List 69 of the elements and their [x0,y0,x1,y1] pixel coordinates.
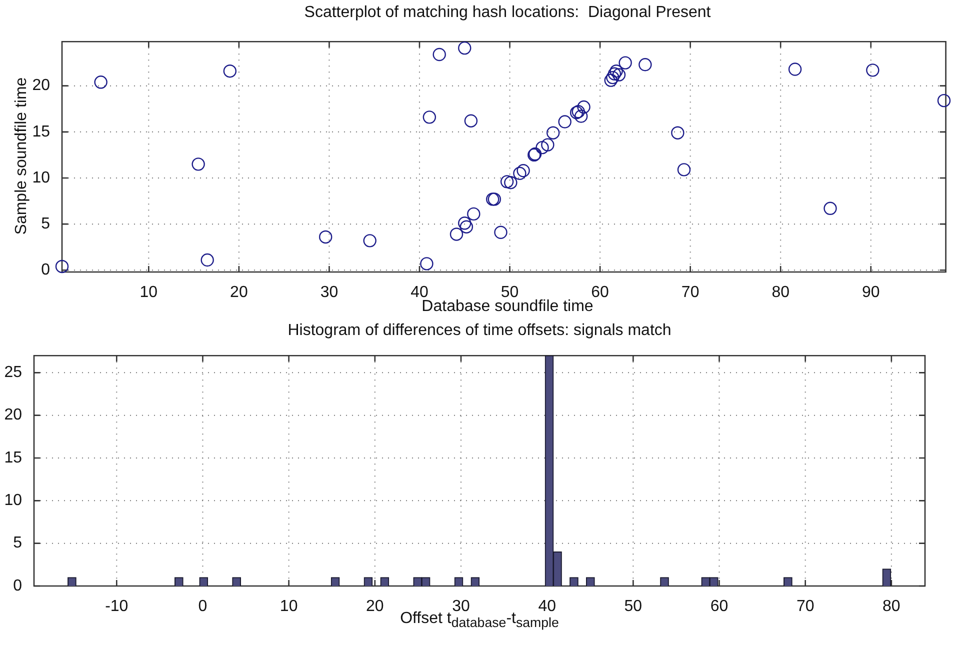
point [458,41,472,55]
chart-title: Scatterplot of matching hash locations: Diagonal Present [304,4,711,22]
x-tick-label: 0 [198,598,208,616]
point [604,74,618,87]
point [618,56,632,70]
x-tick-label: 20 [230,284,248,302]
y-tick-label: 15 [32,123,50,140]
y-tick-label: 25 [4,364,22,382]
x-tick-label: 60 [710,598,728,616]
point [610,64,623,78]
x-tick-label: 20 [366,598,384,616]
point [546,126,560,140]
point [494,226,508,239]
point [467,207,480,221]
point [937,94,951,108]
point [608,67,622,80]
point [450,228,464,241]
point [363,234,376,248]
point [788,62,802,76]
y-tick-label: 10 [4,492,22,510]
point [577,100,590,114]
point [677,163,691,176]
point [422,110,436,124]
point [94,76,108,89]
y-axis-title: Sample soundfile time [13,77,31,235]
point [671,126,684,140]
point [612,68,626,82]
point [458,216,472,230]
point [513,166,526,180]
point [319,230,332,244]
point [606,70,620,84]
x-tick-label: -10 [105,598,128,616]
chart-title: Histogram of differences of time offsets: signals match [288,322,672,340]
x-tick-label: 70 [796,598,814,616]
y-tick-label: 0 [13,577,22,594]
point [574,110,588,123]
y-tick-label: 0 [41,262,50,279]
point [541,138,554,152]
point [638,58,652,72]
point [504,176,518,190]
x-tick-label: 80 [882,598,900,616]
point [536,140,549,154]
point [464,114,478,128]
point [866,64,880,77]
point [223,64,237,78]
y-tick-label: 15 [4,449,22,466]
x-tick-label: 10 [280,598,298,616]
point [432,48,446,62]
point [55,260,69,274]
point [192,158,205,171]
x-tick-label: 60 [591,284,610,302]
y-tick-label: 20 [4,406,22,424]
x-tick-label: 10 [140,284,158,302]
point [558,115,572,128]
y-tick-label: 10 [32,169,50,186]
point [420,257,434,270]
point [516,164,530,178]
x-tick-label: 30 [320,284,338,302]
x-tick-label: 50 [624,598,642,616]
y-tick-label: 20 [32,77,50,94]
x-tick-label: 80 [772,284,790,302]
y-tick-label: 5 [13,534,22,552]
point [200,253,214,267]
point [824,202,837,216]
point [500,175,514,188]
point [460,220,474,234]
x-tick-label: 70 [681,284,700,302]
x-tick-label: 90 [862,284,880,302]
y-tick-label: 5 [41,215,50,232]
